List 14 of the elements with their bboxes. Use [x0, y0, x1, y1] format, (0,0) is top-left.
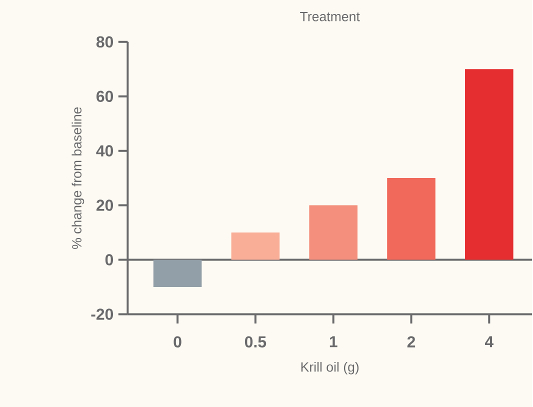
y-tick-label: 60	[96, 90, 114, 102]
y-tick-label: -20	[91, 308, 114, 320]
chart-title: Treatment	[300, 12, 360, 22]
y-tick-label: 20	[96, 200, 114, 211]
x-tick-label: 1	[330, 336, 338, 348]
y-tick-label: 0	[105, 254, 114, 266]
x-tick-label: 0	[174, 336, 182, 348]
x-tick-label: 4	[484, 336, 494, 348]
y-axis-title: % change from baseline	[72, 107, 84, 249]
x-axis-title: Krill oil (g)	[301, 362, 359, 374]
y-tick-label: 80	[96, 36, 114, 48]
y-tick-label: 40	[96, 145, 114, 156]
x-tick-label: 0.5	[244, 336, 266, 348]
x-tick-label: 2	[407, 336, 416, 348]
